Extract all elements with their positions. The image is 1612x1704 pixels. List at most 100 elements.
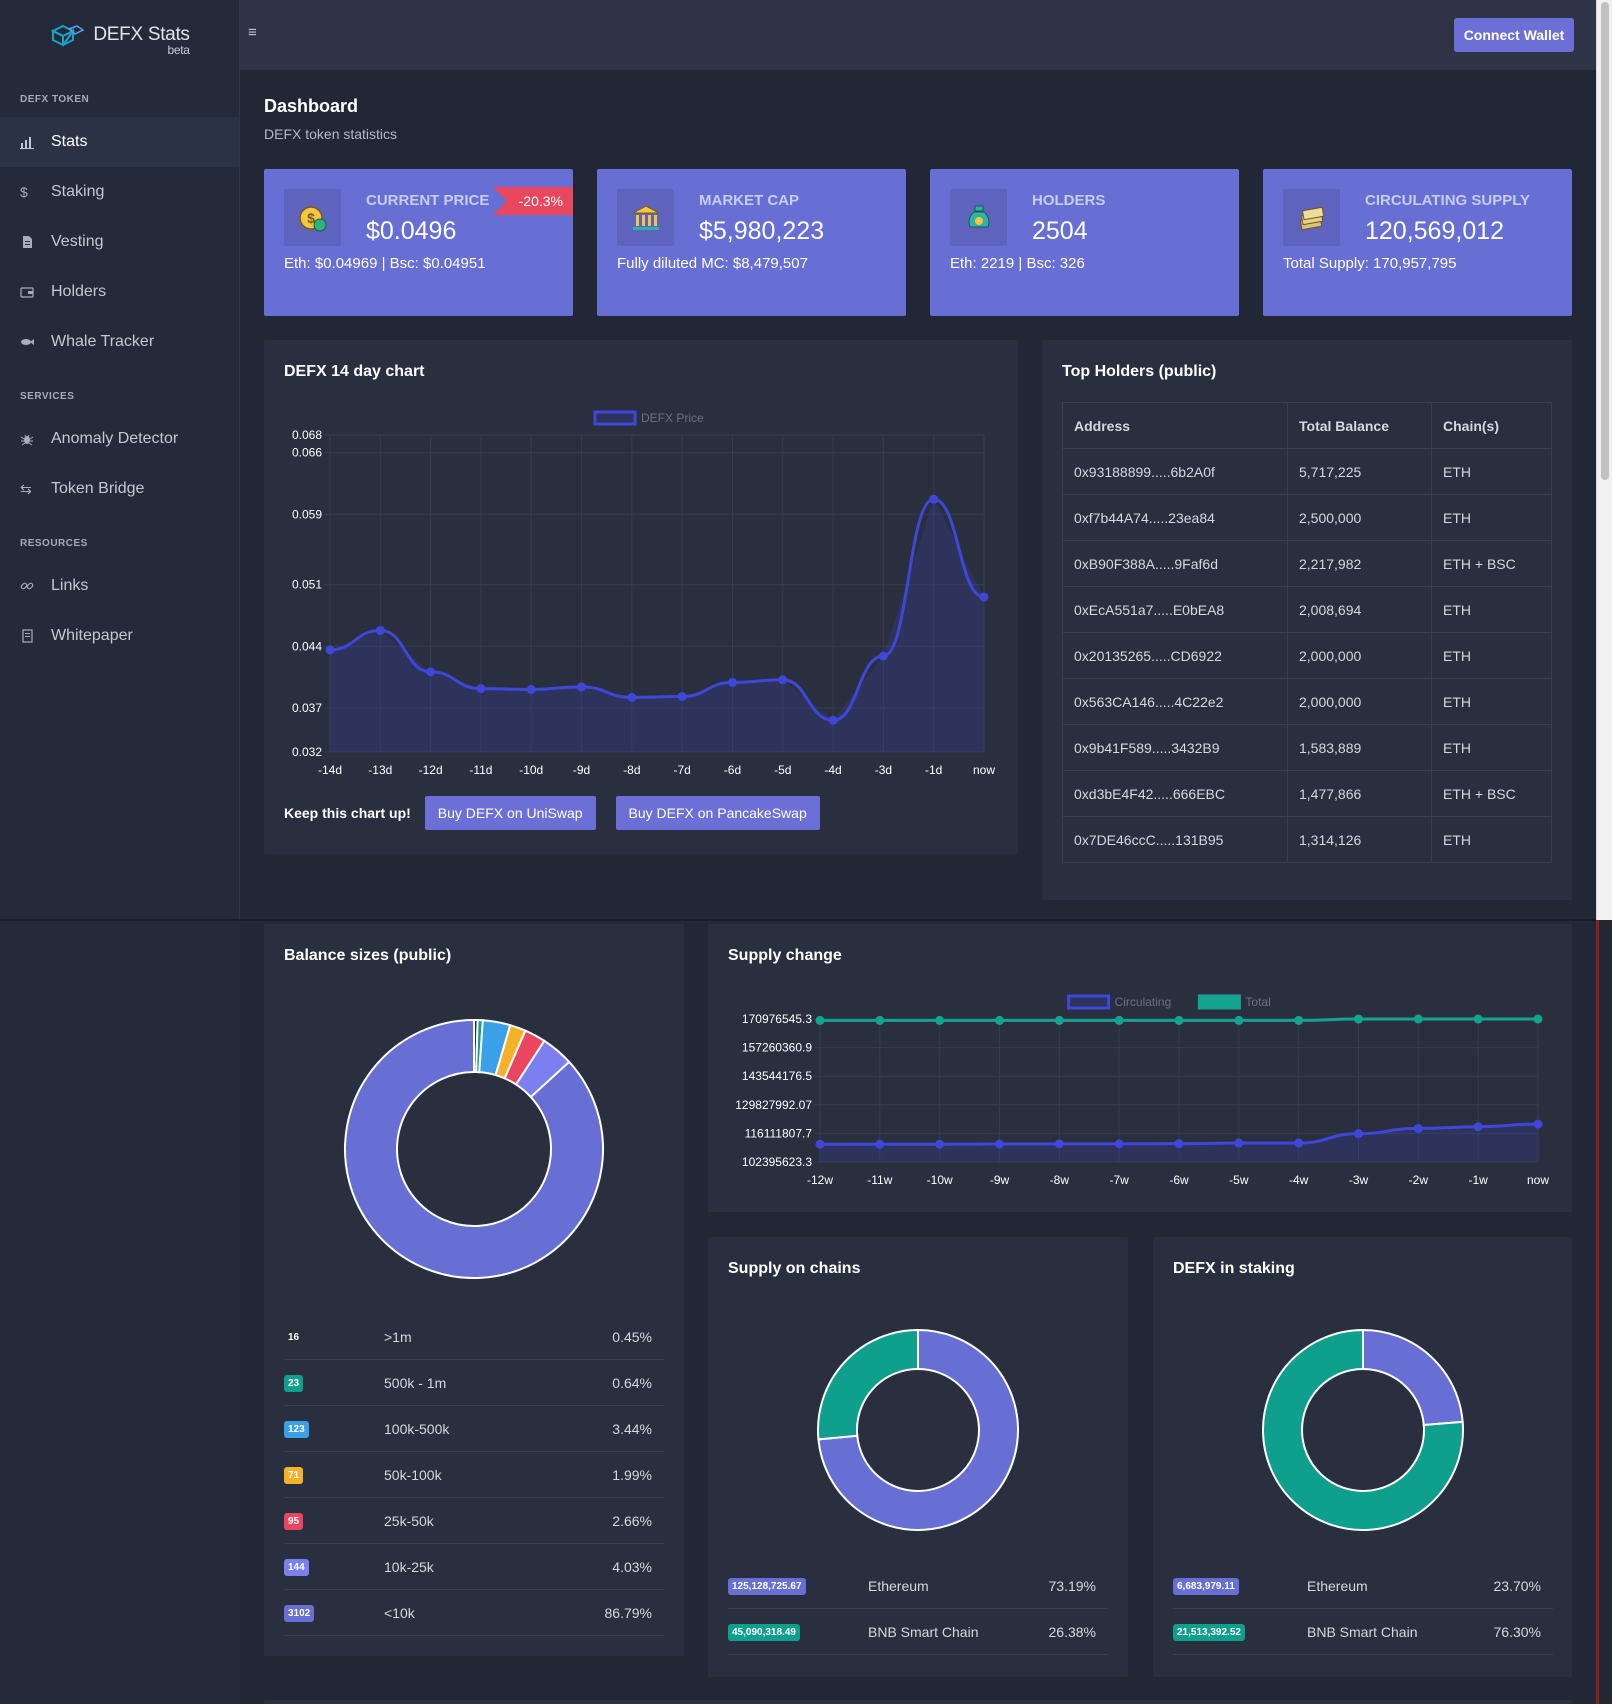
y-tick-label: 129827992.07 bbox=[735, 1098, 812, 1112]
data-point bbox=[1114, 1015, 1124, 1025]
wallet-icon bbox=[20, 285, 51, 299]
data-point bbox=[815, 1139, 825, 1149]
supply-chains-panel: Supply on chains 125,128,725.67 Ethereum 7… bbox=[708, 1237, 1128, 1677]
staking-panel: DEFX in staking 6,683,979.11 Ethereum 23.7… bbox=[1153, 1237, 1572, 1677]
table-row: 0xB90F388A.....9Faf6d 2,217,982 ETH + BSC bbox=[1062, 540, 1552, 587]
table-row: 0x93188899.....6b2A0f 5,717,225 ETH bbox=[1062, 448, 1552, 495]
balance-cell: 1,314,126 bbox=[1287, 816, 1432, 863]
x-tick-label: -8w bbox=[1050, 1173, 1070, 1187]
amount-badge: 125,128,725.67 bbox=[728, 1578, 806, 1595]
data-point bbox=[1174, 1139, 1184, 1149]
sidebar-item-whitepaper[interactable]: Whitepaper bbox=[0, 611, 239, 661]
count-badge: 3102 bbox=[284, 1605, 315, 1622]
percent-value: 76.30% bbox=[1493, 1623, 1541, 1640]
address-cell[interactable]: 0xd3bE4F42.....666EBC bbox=[1062, 770, 1288, 817]
price-chart: 0.068 0.066 0.059 0.051 0.044 0.037 0.032 -14d -… bbox=[292, 410, 995, 777]
list-item: 23 500k - 1m 0.64% bbox=[284, 1360, 664, 1406]
next-panel-edge bbox=[264, 1700, 1572, 1704]
chain-cell: ETH bbox=[1431, 724, 1552, 771]
series-line bbox=[329, 497, 985, 722]
buy-uniswap-button[interactable]: Buy DEFX on UniSwap bbox=[424, 796, 596, 830]
y-tick-label: 0.059 bbox=[292, 507, 322, 521]
brand[interactable]: DEFX Stats beta bbox=[0, 0, 239, 70]
address-cell[interactable]: 0x20135265.....CD6922 bbox=[1062, 632, 1288, 679]
sidebar-item-holders[interactable]: Holders bbox=[0, 267, 239, 317]
sidebar-item-staking[interactable]: $ Staking bbox=[0, 167, 239, 217]
list-item: 3102 <10k 86.79% bbox=[284, 1590, 664, 1636]
balance-cell: 2,008,694 bbox=[1287, 586, 1432, 633]
x-tick-label: -13d bbox=[368, 763, 392, 777]
data-point bbox=[1533, 1119, 1543, 1129]
connect-wallet-button[interactable]: Connect Wallet bbox=[1454, 18, 1574, 52]
address-cell[interactable]: 0xEcA551a7.....E0bEA8 bbox=[1062, 586, 1288, 633]
stat-label: MARKET CAP bbox=[699, 192, 799, 209]
scrollbar-thumb[interactable] bbox=[1601, 2, 1609, 480]
window-edge bbox=[1596, 920, 1599, 1704]
data-point bbox=[935, 1015, 945, 1025]
count-badge: 123 bbox=[284, 1421, 309, 1438]
data-point bbox=[526, 684, 536, 694]
data-point bbox=[995, 1015, 1004, 1025]
percent-value: 0.45% bbox=[612, 1328, 652, 1345]
sidebar-item-vesting[interactable]: Vesting bbox=[0, 217, 239, 267]
column-header: Total Balance bbox=[1287, 402, 1432, 449]
sidebar-item-label: Links bbox=[51, 577, 89, 594]
data-point bbox=[1413, 1014, 1423, 1024]
menu-toggle-icon[interactable]: ≡ bbox=[248, 24, 257, 41]
list-item: 144 10k-25k 4.03% bbox=[284, 1544, 664, 1590]
x-tick-label: -7w bbox=[1109, 1173, 1129, 1187]
sidebar-item-label: Anomaly Detector bbox=[51, 430, 179, 447]
sidebar-top: DEFX Stats beta DEFX TOKEN Stats $ Staki… bbox=[0, 0, 240, 920]
supply-change-chart: 170976545.3 157260360.9 143544176.5 1298279… bbox=[735, 994, 1549, 1187]
address-cell[interactable]: 0x563CA146.....4C22e2 bbox=[1062, 678, 1288, 725]
amount-badge: 45,090,318.49 bbox=[728, 1624, 800, 1641]
sidebar-item-links[interactable]: Links bbox=[0, 561, 239, 611]
sidebar-item-anomaly-detector[interactable]: Anomaly Detector bbox=[0, 414, 239, 464]
bug-icon bbox=[20, 432, 51, 446]
data-point bbox=[1354, 1129, 1363, 1139]
data-point bbox=[995, 1139, 1004, 1149]
data-point bbox=[979, 592, 989, 602]
list-item: 71 50k-100k 1.99% bbox=[284, 1452, 664, 1498]
price-chart-panel: DEFX 14 day chart 0.068 0.066 0.059 0.051 0.… bbox=[264, 340, 1018, 854]
data-point bbox=[577, 682, 587, 692]
panel-title: Top Holders (public) bbox=[1062, 363, 1217, 380]
stat-sub: Fully diluted MC: $8,479,507 bbox=[617, 255, 808, 272]
x-tick-label: -11w bbox=[867, 1173, 892, 1187]
table-row: 0xd3bE4F42.....666EBC 1,477,866 ETH + BSC bbox=[1062, 770, 1552, 817]
buy-pancakeswap-button[interactable]: Buy DEFX on PancakeSwap bbox=[615, 796, 820, 830]
address-cell[interactable]: 0xB90F388A.....9Faf6d bbox=[1062, 540, 1288, 587]
table-row: 0x7DE46ccC.....131B95 1,314,126 ETH bbox=[1062, 816, 1552, 863]
pie-slice bbox=[817, 1328, 1019, 1531]
data-point bbox=[1234, 1015, 1244, 1025]
screenshot-split bbox=[0, 919, 1596, 921]
sidebar-item-token-bridge[interactable]: ⇆ Token Bridge bbox=[0, 464, 239, 514]
brand-title: DEFX Stats bbox=[93, 24, 190, 45]
pie-slice bbox=[1362, 1328, 1464, 1427]
address-cell[interactable]: 0x93188899.....6b2A0f bbox=[1062, 448, 1288, 495]
supply-chains-donut-chart bbox=[817, 1328, 1019, 1531]
balance-cell: 1,583,889 bbox=[1287, 724, 1432, 771]
sidebar-item-stats[interactable]: Stats bbox=[0, 117, 239, 167]
y-tick-label: 0.068 bbox=[292, 428, 322, 442]
range-label: 500k - 1m bbox=[384, 1374, 447, 1391]
table-row: 0xEcA551a7.....E0bEA8 2,008,694 ETH bbox=[1062, 586, 1552, 633]
address-cell[interactable]: 0xf7b44A74.....23ea84 bbox=[1062, 494, 1288, 541]
chains-legend: 125,128,725.67 Ethereum 73.19% 45,090,318.… bbox=[728, 1563, 1108, 1655]
coin-icon: $ bbox=[284, 189, 341, 246]
balance-cell: 2,000,000 bbox=[1287, 632, 1432, 679]
address-cell[interactable]: 0x9b41F589.....3432B9 bbox=[1062, 724, 1288, 771]
data-point bbox=[1294, 1015, 1304, 1025]
address-cell[interactable]: 0x7DE46ccC.....131B95 bbox=[1062, 816, 1288, 863]
panel-title: DEFX in staking bbox=[1173, 1260, 1295, 1277]
sidebar-item-label: Token Bridge bbox=[51, 480, 145, 497]
y-tick-label: 170976545.3 bbox=[742, 1012, 812, 1026]
stat-value: $0.0496 bbox=[366, 217, 457, 245]
scrollbar[interactable] bbox=[1596, 0, 1612, 920]
sidebar-item-whale-tracker[interactable]: Whale Tracker bbox=[0, 317, 239, 367]
y-tick-label: 157260360.9 bbox=[742, 1041, 812, 1055]
y-tick-label: 0.044 bbox=[292, 639, 322, 653]
data-point bbox=[1174, 1015, 1184, 1025]
sidebar: DEFX Stats beta DEFX TOKEN Stats $ Staki… bbox=[0, 0, 240, 1704]
holders-card: HOLDERS 2504 Eth: 2219 | Bsc: 326 bbox=[930, 169, 1239, 316]
